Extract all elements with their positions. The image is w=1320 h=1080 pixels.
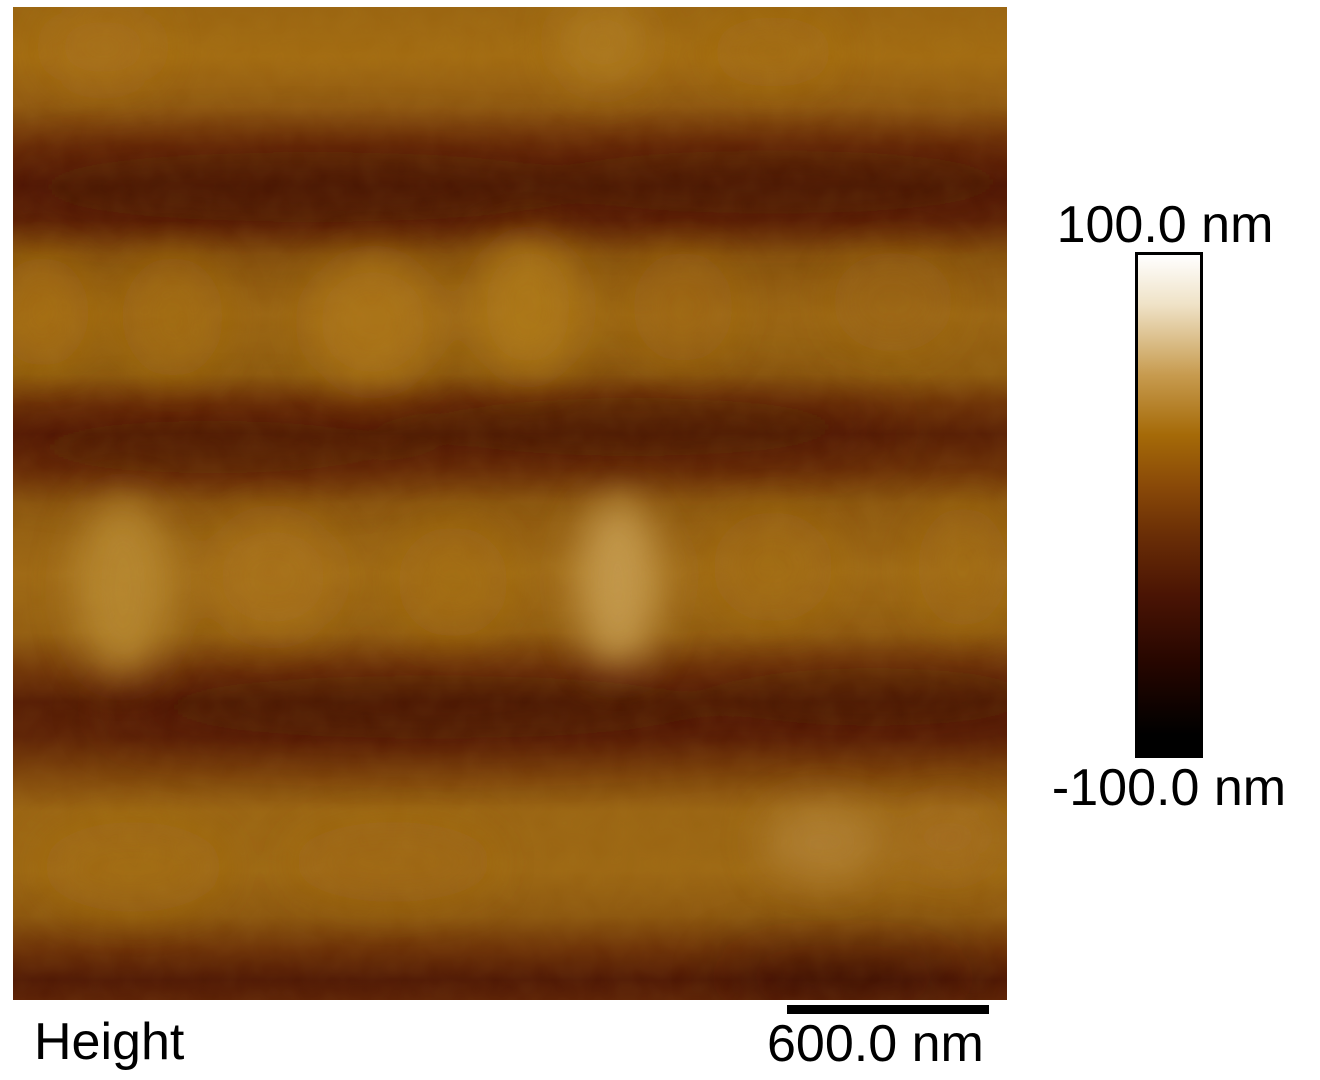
colorbar-max-label: 100.0 nm bbox=[1056, 196, 1274, 254]
channel-label: Height bbox=[34, 1013, 185, 1071]
scale-bar bbox=[787, 1005, 989, 1014]
afm-height-map bbox=[13, 7, 1007, 1000]
scale-bar-label: 600.0 nm bbox=[767, 1015, 984, 1073]
colorbar-min-label: -100.0 nm bbox=[1051, 759, 1287, 817]
height-colorbar bbox=[1135, 252, 1203, 758]
afm-height-image bbox=[13, 7, 1007, 1000]
